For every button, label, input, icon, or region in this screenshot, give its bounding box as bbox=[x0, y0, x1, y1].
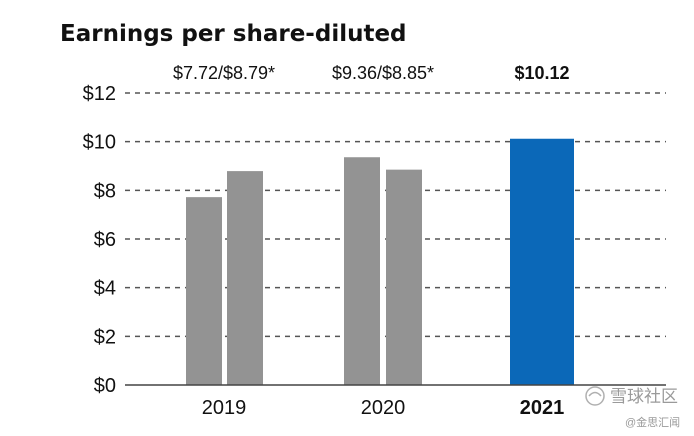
value-annotation: $9.36/$8.85* bbox=[332, 63, 434, 83]
value-annotations: $7.72/$8.79* $9.36/$8.85* $10.12 bbox=[173, 63, 570, 83]
y-tick-label: $4 bbox=[94, 278, 116, 300]
y-tick-label: $2 bbox=[94, 326, 116, 348]
watermark-sub-text: @金思汇闻 bbox=[625, 415, 680, 429]
y-tick-label: $8 bbox=[94, 180, 116, 202]
watermark-logo-swirl bbox=[588, 391, 602, 397]
chart-title: Earnings per share-diluted bbox=[60, 21, 407, 47]
x-category-label: 2021 bbox=[520, 397, 565, 419]
y-axis-tick-labels: $0 $2 $4 $6 $8 $10 $12 bbox=[83, 83, 116, 397]
bars bbox=[186, 138, 574, 385]
y-tick-label: $6 bbox=[94, 229, 116, 251]
bar-2019 bbox=[227, 171, 263, 385]
watermark-logo-icon bbox=[585, 386, 605, 406]
watermark: 雪球社区 @金思汇闻 bbox=[585, 386, 680, 429]
bar-2020 bbox=[386, 169, 422, 385]
value-annotation: $7.72/$8.79* bbox=[173, 63, 275, 83]
value-annotation: $10.12 bbox=[514, 63, 569, 83]
watermark-main-text: 雪球社区 bbox=[610, 387, 678, 406]
x-category-label: 2020 bbox=[361, 397, 406, 419]
x-axis-category-labels: 2019 2020 2021 bbox=[202, 397, 565, 419]
bar-2021 bbox=[510, 138, 574, 385]
bar-2020 bbox=[344, 157, 380, 385]
y-tick-label: $12 bbox=[83, 83, 116, 105]
bar-2019 bbox=[186, 197, 222, 385]
y-tick-label: $0 bbox=[94, 375, 116, 397]
x-category-label: 2019 bbox=[202, 397, 247, 419]
y-tick-label: $10 bbox=[83, 132, 116, 154]
